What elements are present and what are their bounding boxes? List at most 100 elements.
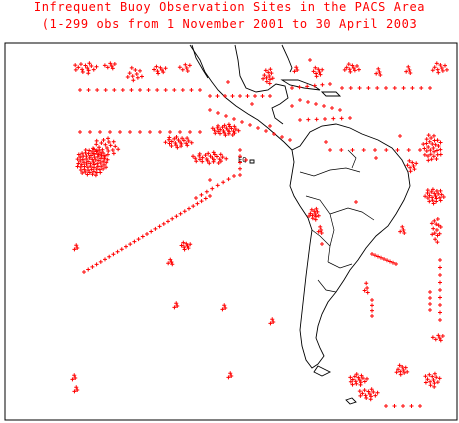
buoy-marker [438, 152, 443, 157]
buoy-marker [99, 164, 104, 169]
buoy-marker [317, 70, 322, 74]
buoy-marker [90, 149, 95, 154]
buoy-marker [264, 75, 269, 80]
buoy-marker [109, 64, 114, 68]
buoy-marker [98, 150, 103, 155]
buoy-marker [315, 209, 320, 214]
buoy-marker [226, 80, 230, 84]
buoy-marker [180, 88, 185, 92]
buoy-marker [374, 156, 378, 160]
buoy-marker [96, 158, 101, 163]
buoy-marker [438, 338, 443, 343]
buoy-marker [294, 65, 299, 70]
buoy-marker [149, 229, 154, 234]
buoy-marker [110, 66, 115, 71]
buoy-marker [82, 270, 86, 274]
buoy-marker [428, 290, 432, 294]
buoy-marker [295, 68, 300, 72]
buoy-marker [409, 404, 414, 408]
buoy-marker [267, 81, 272, 86]
buoy-marker [425, 188, 430, 193]
buoy-marker [218, 152, 223, 157]
buoy-marker [103, 257, 107, 262]
buoy-marker [172, 305, 177, 310]
buoy-marker [288, 138, 292, 142]
buoy-marker [391, 260, 395, 265]
buoy-marker [188, 242, 193, 247]
buoy-marker [316, 67, 321, 72]
buoy-marker [362, 288, 367, 293]
buoy-marker [223, 133, 228, 138]
buoy-marker [105, 65, 110, 70]
buoy-marker [80, 170, 85, 175]
buoy-marker [194, 196, 198, 200]
buoy-marker [78, 88, 82, 92]
buoy-marker [216, 129, 221, 134]
buoy-marker [195, 201, 200, 206]
buoy-marker [438, 310, 442, 315]
buoy-marker [178, 211, 183, 216]
buoy-marker [218, 159, 223, 164]
buoy-marker [208, 94, 212, 98]
buoy-marker [361, 148, 366, 152]
buoy-marker [94, 170, 99, 175]
buoy-marker [437, 231, 442, 236]
buoy-marker [338, 108, 342, 112]
buoy-marker [427, 193, 432, 198]
buoy-marker [178, 130, 182, 134]
buoy-marker [360, 391, 365, 396]
buoy-marker [347, 67, 352, 72]
buoy-observation-markers [70, 58, 449, 408]
buoy-marker [348, 116, 352, 120]
buoy-marker [91, 67, 96, 72]
buoy-marker [431, 133, 436, 138]
buoy-marker [90, 264, 95, 269]
buoy-marker [105, 146, 110, 150]
buoy-marker [174, 143, 179, 148]
buoy-marker [81, 154, 86, 159]
buoy-marker [431, 154, 436, 159]
buoy-marker [139, 74, 144, 79]
buoy-marker [270, 76, 275, 81]
buoy-marker [319, 228, 324, 232]
buoy-marker [86, 168, 91, 173]
buoy-marker [426, 133, 431, 138]
buoy-marker [174, 301, 179, 306]
buoy-marker [161, 221, 166, 226]
buoy-marker [98, 170, 103, 175]
buoy-marker [76, 161, 81, 166]
buoy-marker [369, 387, 374, 392]
buoy-marker [435, 217, 440, 222]
buoy-marker [313, 212, 318, 216]
buoy-marker [238, 94, 242, 98]
buoy-marker [88, 164, 93, 169]
buoy-marker [402, 230, 407, 235]
buoy-marker [232, 124, 237, 129]
buoy-marker [128, 242, 133, 247]
buoy-marker [312, 83, 317, 88]
buoy-marker [216, 161, 221, 166]
buoy-marker [148, 130, 152, 134]
buoy-marker [438, 303, 442, 307]
buoy-marker [342, 67, 347, 72]
buoy-marker [221, 128, 226, 133]
buoy-marker [398, 229, 403, 234]
buoy-marker [394, 370, 399, 375]
buoy-marker [208, 108, 212, 112]
buoy-marker [298, 118, 302, 122]
buoy-marker [320, 242, 324, 246]
map-subtitle: (1-299 obs from 1 November 2001 to 30 Ap… [41, 17, 418, 31]
buoy-marker [433, 337, 438, 342]
buoy-marker [431, 226, 436, 231]
buoy-marker [268, 94, 272, 98]
buoy-marker [103, 142, 108, 147]
buoy-marker [226, 375, 231, 380]
buoy-marker [250, 102, 254, 106]
buoy-marker [135, 75, 140, 80]
buoy-marker [370, 308, 374, 313]
buoy-marker [91, 169, 96, 174]
buoy-marker [433, 194, 438, 198]
buoy-marker [373, 148, 377, 152]
buoy-marker [210, 186, 215, 191]
buoy-marker [437, 336, 442, 340]
